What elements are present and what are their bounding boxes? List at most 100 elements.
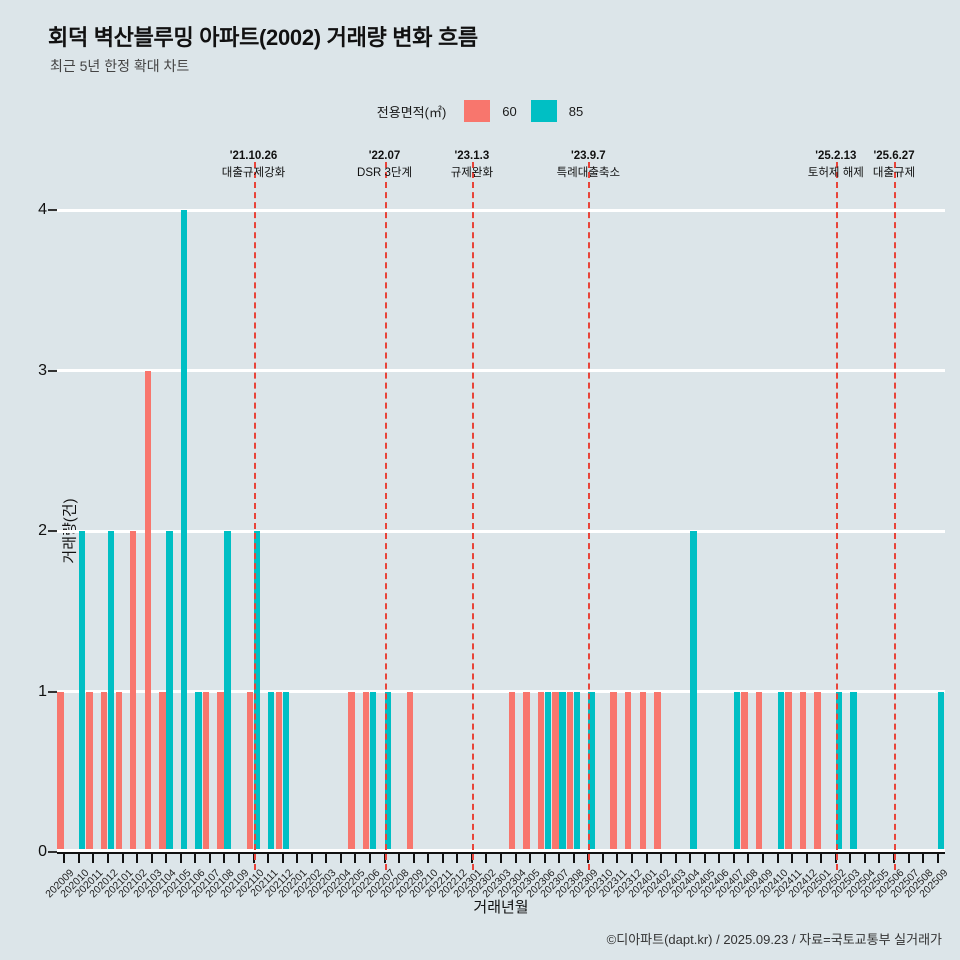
y-tick-label: 0	[38, 843, 47, 860]
bar[interactable]	[690, 531, 697, 852]
event-marker-label: '23.1.3 규제완화	[451, 148, 493, 181]
bar[interactable]	[610, 691, 617, 852]
x-tick-mark	[77, 852, 80, 863]
gridline	[57, 529, 945, 533]
bar[interactable]	[180, 210, 188, 852]
bar[interactable]	[86, 691, 93, 852]
event-name: 대출규제	[872, 166, 916, 179]
bar[interactable]	[224, 531, 231, 852]
x-tick-mark	[616, 852, 619, 863]
event-marker-line	[384, 162, 387, 870]
bar[interactable]	[362, 691, 370, 852]
bar[interactable]	[144, 370, 151, 852]
bar[interactable]	[741, 691, 748, 852]
bar[interactable]	[246, 691, 253, 852]
bar[interactable]	[552, 691, 559, 852]
legend-item-85[interactable]: 85	[530, 100, 583, 122]
bar[interactable]	[348, 691, 355, 852]
y-tick-mark	[48, 690, 57, 693]
x-tick-mark	[237, 852, 240, 863]
x-tick-mark	[310, 852, 313, 863]
x-tick-mark	[631, 852, 634, 863]
gridline	[57, 369, 945, 372]
bar[interactable]	[508, 691, 515, 852]
bar[interactable]	[566, 691, 574, 852]
bar[interactable]	[369, 691, 377, 852]
bar[interactable]	[733, 691, 741, 852]
x-tick-mark	[791, 852, 794, 863]
bar[interactable]	[202, 691, 210, 852]
y-tick-mark	[48, 851, 57, 853]
event-marker-line	[894, 162, 897, 870]
x-axis-title: 거래년월	[473, 899, 529, 916]
bar[interactable]	[166, 531, 173, 852]
page-subtitle: 최근 5년 한정 확대 차트	[50, 58, 190, 74]
bar[interactable]	[537, 691, 545, 852]
bar[interactable]	[835, 691, 843, 852]
bar[interactable]	[799, 691, 807, 852]
bar[interactable]	[777, 691, 784, 852]
bar[interactable]	[785, 691, 792, 852]
y-tick-mark	[48, 369, 57, 372]
bar[interactable]	[544, 691, 552, 852]
x-tick-mark	[776, 852, 779, 863]
event-marker-line	[253, 162, 256, 870]
bar[interactable]	[814, 691, 821, 852]
event-date: '25.2.13	[815, 150, 857, 162]
bar[interactable]	[588, 691, 595, 852]
axis-baseline	[57, 849, 945, 852]
x-tick-mark	[194, 852, 197, 863]
bar[interactable]	[115, 691, 122, 852]
x-tick-mark	[92, 852, 95, 863]
x-tick-mark	[514, 852, 517, 863]
event-name: 대출규제강화	[221, 166, 286, 179]
bar[interactable]	[159, 691, 166, 852]
footer-credit: ©디아파트(dapt.kr) / 2025.09.23 / 자료=국토교통부 실…	[606, 932, 942, 947]
bar[interactable]	[217, 691, 224, 852]
x-tick-mark	[820, 852, 823, 863]
x-tick-mark	[849, 852, 852, 863]
gridline	[57, 208, 945, 212]
x-tick-mark	[325, 852, 328, 863]
bar[interactable]	[268, 691, 275, 852]
bar[interactable]	[523, 691, 530, 852]
event-marker-line	[835, 162, 838, 870]
bar[interactable]	[100, 691, 108, 852]
x-tick-mark	[558, 852, 561, 863]
bar[interactable]	[406, 691, 414, 852]
legend-swatch-60	[464, 100, 491, 122]
x-tick-mark	[601, 852, 604, 863]
bar[interactable]	[639, 691, 646, 852]
bar[interactable]	[195, 691, 202, 852]
bar[interactable]	[559, 691, 566, 852]
x-tick-mark	[543, 852, 546, 863]
bar[interactable]	[937, 691, 945, 852]
bar[interactable]	[625, 691, 632, 852]
legend-item-60[interactable]: 60	[464, 100, 517, 122]
bar[interactable]	[78, 531, 86, 852]
x-tick-mark	[208, 852, 211, 863]
bar[interactable]	[130, 531, 137, 852]
bar[interactable]	[654, 691, 661, 852]
bar[interactable]	[573, 691, 581, 852]
x-tick-mark	[907, 852, 910, 863]
bar[interactable]	[253, 531, 260, 852]
event-date: '25.6.27	[873, 150, 915, 162]
bar[interactable]	[107, 531, 115, 852]
bar[interactable]	[57, 691, 64, 852]
bar[interactable]	[850, 691, 857, 852]
x-tick-mark	[922, 852, 925, 863]
x-tick-mark	[732, 852, 735, 863]
bar[interactable]	[275, 691, 283, 852]
x-tick-mark	[296, 852, 299, 863]
x-tick-mark	[805, 852, 808, 863]
bar[interactable]	[384, 691, 391, 852]
bar[interactable]	[282, 691, 289, 852]
event-date: '21.10.26	[229, 150, 278, 162]
legend-title: 전용면적(㎡)	[376, 104, 447, 120]
bar[interactable]	[756, 691, 763, 852]
x-tick-mark	[179, 852, 182, 863]
event-marker-label: '25.6.27 대출규제	[873, 148, 915, 181]
